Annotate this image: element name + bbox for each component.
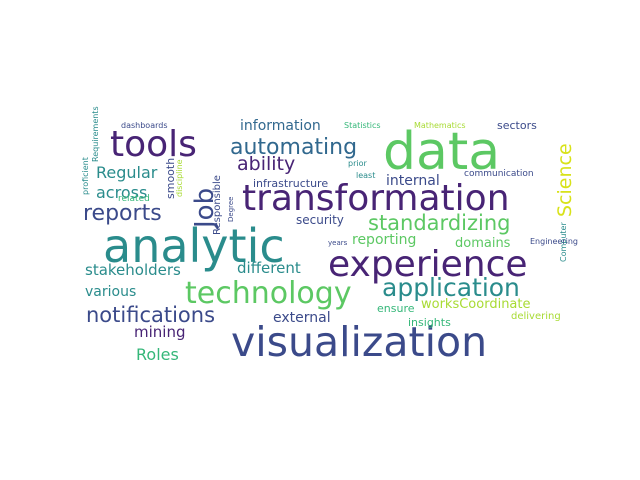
- word-visualization: visualization: [231, 318, 488, 366]
- word-regular: Regular: [96, 163, 158, 182]
- word-data: data: [383, 122, 501, 182]
- word-computer: proficient: [81, 157, 90, 195]
- word-external: external: [273, 310, 331, 326]
- word-ensure: ensure: [377, 302, 415, 315]
- word-security: security: [296, 213, 344, 227]
- word-years: Engineering: [530, 237, 578, 246]
- word-technology: technology: [185, 276, 352, 311]
- word-sectors: sectors: [497, 119, 537, 132]
- word-internal: internal: [386, 173, 440, 189]
- word-prior: least: [356, 171, 376, 180]
- word-statistics: discipline: [175, 159, 184, 197]
- word-application: application: [382, 273, 520, 302]
- word-notifications: notifications: [86, 303, 216, 327]
- word-proficient: Mathematics: [414, 121, 466, 130]
- word-communication: communication: [464, 169, 534, 179]
- word-workscoordinate: worksCoordinate: [421, 297, 531, 312]
- word-automating: automating: [230, 135, 358, 160]
- word-reporting: reporting: [352, 232, 417, 248]
- word-degree: Requirements: [91, 106, 100, 162]
- word-least: years: [328, 239, 348, 247]
- word-tools: tools: [110, 124, 197, 165]
- word-standardizing: standardizing: [368, 211, 511, 235]
- word-delivering: delivering: [511, 311, 561, 322]
- word-various: various: [85, 284, 137, 300]
- word-roles: Roles: [136, 345, 179, 364]
- word-information: information: [240, 118, 321, 134]
- word-mathematics: Degree: [227, 196, 235, 222]
- word-responsible: Responsible: [212, 175, 223, 235]
- word-mining: mining: [134, 323, 186, 341]
- word-stakeholders: stakeholders: [85, 261, 181, 279]
- word-analytic: analytic: [103, 219, 285, 273]
- word-insights: insights: [408, 316, 451, 329]
- word-reports: reports: [83, 201, 162, 226]
- word-dashboards: related: [118, 194, 150, 204]
- word-experience: experience: [328, 244, 528, 285]
- word-different: different: [237, 259, 301, 277]
- word-ability: ability: [237, 153, 296, 175]
- word-discipline: dashboards: [121, 121, 168, 130]
- word-science: Science: [554, 143, 576, 217]
- word-domains: domains: [455, 236, 511, 251]
- word-transformation: transformation: [242, 178, 510, 219]
- word-across: across: [96, 183, 148, 202]
- word-requirements: Statistics: [344, 121, 381, 130]
- word-related: prior: [348, 159, 367, 168]
- word-infrastructure: infrastructure: [253, 177, 329, 190]
